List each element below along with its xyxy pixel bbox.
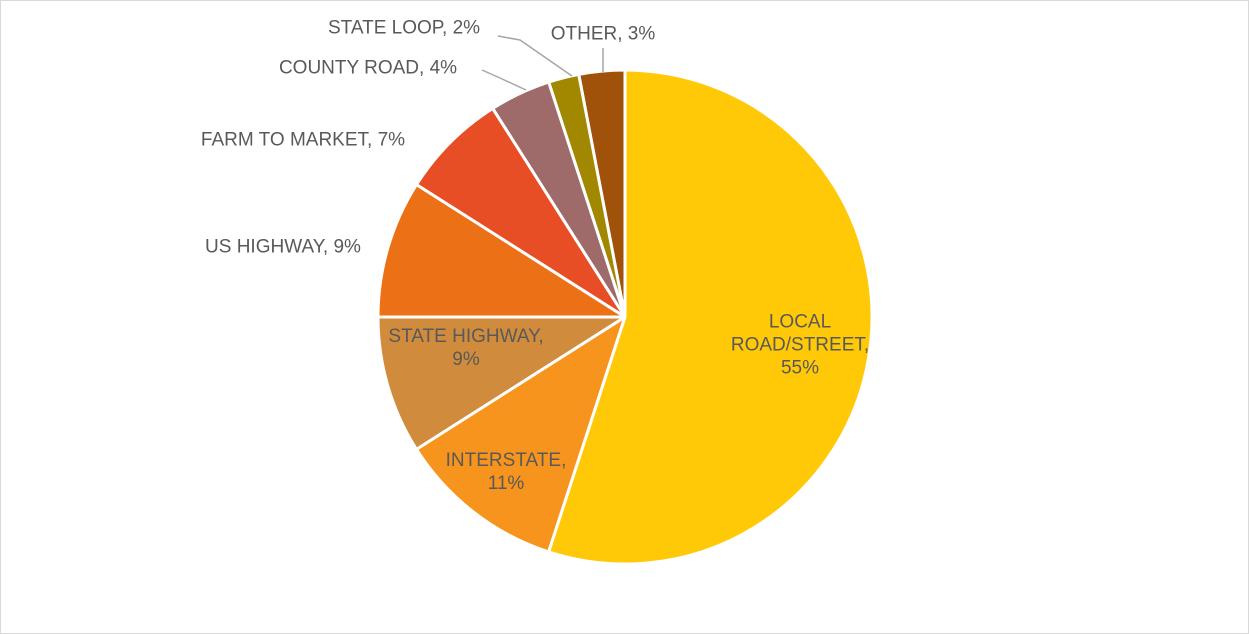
pie-slice [376,183,627,319]
value-label: 7% [377,129,406,151]
data-label: COUNTY ROAD 4% [279,57,457,80]
data-label: INTERSTATE 11% [436,449,576,495]
pie-slice [547,68,874,566]
leader-line [481,69,527,91]
data-label: STATE HIGHWAY 9% [381,325,551,371]
data-label: OTHER 3% [551,23,656,46]
pie-slice [414,315,627,554]
category-label: STATE HIGHWAY [388,326,543,347]
value-label: 2% [452,17,481,39]
value-label: 4% [429,57,458,79]
leader-line [497,35,573,77]
value-label: 55% [780,357,820,379]
data-label: US HIGHWAY 9% [205,236,361,259]
category-label: US HIGHWAY [205,237,328,258]
category-label: FARM TO MARKET [201,130,372,151]
category-label: LOCAL ROAD/STREET [731,312,869,356]
value-label: 3% [627,23,656,45]
data-label: STATE LOOP 2% [328,17,480,40]
category-label: OTHER [551,24,623,45]
category-label: INTERSTATE [446,450,567,471]
category-label: COUNTY ROAD [279,58,424,79]
data-label: LOCAL ROAD/STREET 55% [725,311,875,380]
category-label: STATE LOOP [328,18,447,39]
value-label: 9% [333,236,361,258]
pie-slice [414,106,627,319]
pie-slice [376,315,627,451]
value-label: 9% [452,349,480,370]
value-label: 11% [487,473,525,494]
data-label: FARM TO MARKET 7% [188,129,418,152]
